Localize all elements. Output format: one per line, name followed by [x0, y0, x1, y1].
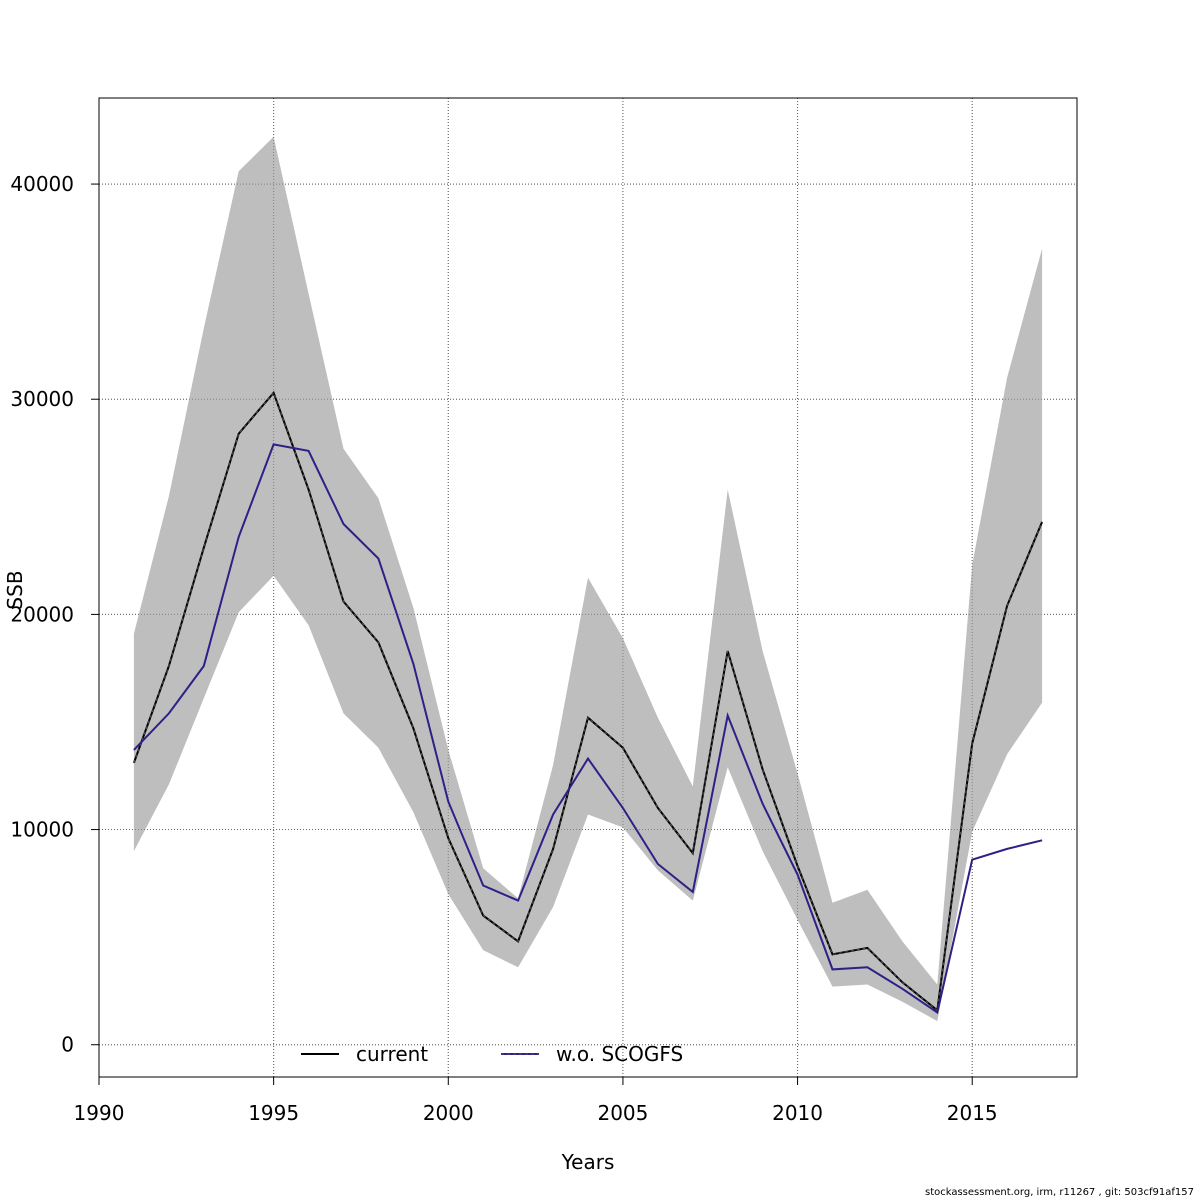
y-tick-label: 20000	[10, 602, 74, 626]
legend-label-wo-scogfs: w.o. SCOGFS	[556, 1042, 683, 1066]
series-line-wo-scogfs	[133, 443, 1043, 1015]
y-tick-label: 10000	[10, 818, 74, 842]
y-tick-label: 40000	[10, 172, 74, 196]
y-tick-label: 0	[61, 1033, 74, 1057]
x-tick-label: 1995	[248, 1101, 299, 1125]
y-axis: 0 10000 20000 30000 40000	[10, 172, 100, 1057]
x-tick-label: 2010	[772, 1101, 823, 1125]
y-tick-label: 30000	[10, 387, 74, 411]
footer-credit: stockassessment.org, irm, r11267 , git: …	[924, 1187, 1194, 1198]
confidence-band	[133, 136, 1043, 1022]
legend-label-current: current	[356, 1042, 428, 1066]
x-tick-label: 2000	[423, 1101, 474, 1125]
legend: current w.o. SCOGFS	[301, 1042, 683, 1066]
x-axis-label: Years	[561, 1150, 615, 1174]
x-tick-label: 1990	[74, 1101, 125, 1125]
x-tick-label: 2015	[947, 1101, 998, 1125]
y-axis-label: SSB	[3, 570, 27, 609]
series-line-current-dashed-overlay	[133, 391, 1043, 1012]
x-axis: 1990 1995 2000 2005 2010 2015	[74, 1076, 998, 1125]
x-tick-label: 2005	[597, 1101, 648, 1125]
